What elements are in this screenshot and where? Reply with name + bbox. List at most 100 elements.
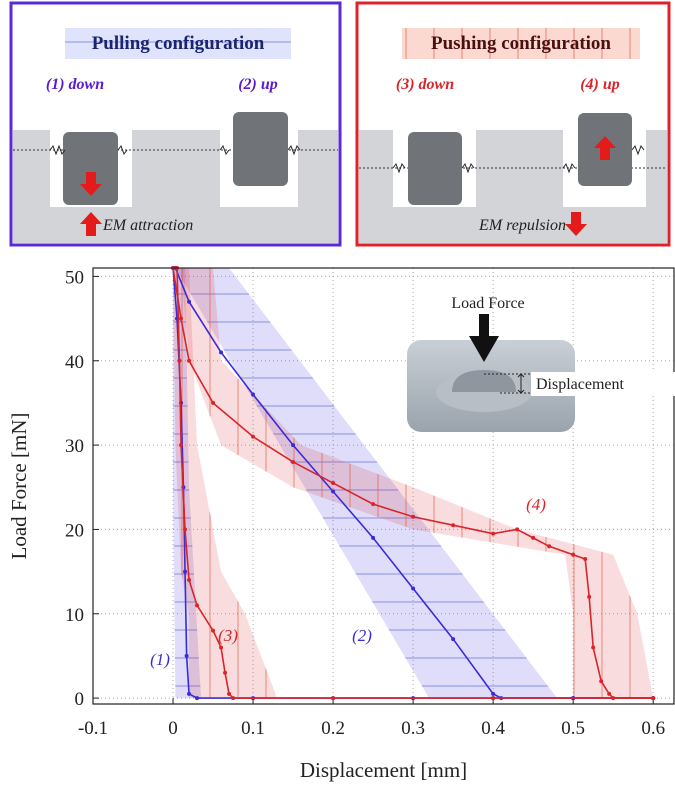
- point: [515, 527, 520, 532]
- y-axis-title: Load Force [mN]: [7, 413, 31, 560]
- band-hatch: [173, 268, 278, 699]
- state-label: (2) up: [238, 76, 278, 93]
- point: [219, 350, 224, 355]
- band-hatch: [181, 268, 654, 699]
- measure-arrow: [517, 373, 525, 394]
- arrow: [80, 212, 102, 236]
- series-label: (1): [150, 650, 170, 669]
- state-label: (3) down: [396, 76, 454, 93]
- point: [491, 691, 496, 696]
- point: [187, 299, 192, 304]
- spring: [392, 144, 645, 174]
- title-hatch: [402, 28, 640, 59]
- force-label: EM repulsion: [478, 217, 566, 234]
- point: [411, 514, 416, 519]
- y-tick-label: 50: [65, 267, 84, 288]
- x-axis-title: Displacement [mm]: [300, 758, 467, 782]
- point: [251, 392, 256, 397]
- label-bg: [531, 372, 675, 396]
- point: [219, 645, 224, 650]
- force-arrow: [469, 314, 499, 362]
- x-tick-label: 0.1: [241, 718, 265, 739]
- point: [195, 603, 200, 608]
- y-tick-label: 0: [75, 689, 85, 710]
- point: [599, 679, 604, 684]
- point: [184, 653, 189, 658]
- point: [371, 535, 376, 540]
- diagram: Pulling configuration (1) down (2) up EM…: [9, 1, 671, 247]
- point: [451, 637, 456, 642]
- inset-label: Load Force: [451, 295, 524, 312]
- y-tick-label: 40: [65, 352, 84, 373]
- series-label: (3): [218, 626, 238, 645]
- x-tick-label: 0: [168, 718, 178, 739]
- point: [583, 556, 588, 561]
- point: [371, 502, 376, 507]
- point: [571, 552, 576, 557]
- plot-frame: [92, 267, 675, 705]
- point: [211, 400, 216, 405]
- state-label: (4) up: [580, 76, 620, 93]
- point: [187, 578, 192, 583]
- y-tick-label: 20: [65, 520, 84, 541]
- x-tick-label: 0.5: [561, 718, 585, 739]
- panel-title: Pushing configuration: [431, 33, 611, 54]
- x-tick-label: 0.2: [321, 718, 345, 739]
- spring: [49, 144, 301, 156]
- point: [251, 434, 256, 439]
- series-label: (2): [352, 626, 372, 645]
- point: [187, 358, 192, 363]
- point: [607, 691, 612, 696]
- point: [211, 628, 216, 633]
- point: [183, 569, 188, 574]
- point: [183, 527, 188, 532]
- series-label: (4): [526, 495, 546, 514]
- point: [331, 489, 336, 494]
- point: [187, 691, 192, 696]
- arrow: [80, 172, 102, 196]
- point: [291, 443, 296, 448]
- point: [411, 586, 416, 591]
- x-tick-label: -0.1: [78, 718, 108, 739]
- block: [63, 132, 118, 205]
- point: [547, 544, 552, 549]
- x-tick-label: 0.4: [481, 718, 505, 739]
- point: [611, 696, 616, 701]
- panel-title: Pulling configuration: [92, 33, 265, 54]
- point: [179, 316, 184, 321]
- point: [531, 535, 536, 540]
- arrow: [594, 136, 616, 160]
- y-tick-label: 30: [65, 436, 84, 457]
- series-line: [172, 267, 654, 699]
- plot: 0 10 20 30 40 50 -0.1 0 0.1 0.2 0.3 0.4 0.5 0.6 Displa…: [7, 266, 675, 782]
- point: [331, 696, 336, 701]
- arrow: [565, 212, 587, 236]
- point: [331, 481, 336, 486]
- x-tick-label: 0.6: [641, 718, 665, 739]
- point: [195, 696, 200, 701]
- bump-top: [452, 370, 516, 392]
- point: [587, 594, 592, 599]
- point: [223, 670, 228, 675]
- y-tick-label: 10: [65, 605, 84, 626]
- point: [179, 443, 184, 448]
- slab: [359, 130, 667, 243]
- point: [491, 531, 496, 536]
- slab: [13, 130, 338, 243]
- force-label: EM attraction: [102, 217, 193, 234]
- state-label: (1) down: [46, 76, 104, 93]
- point: [451, 523, 456, 528]
- point: [177, 358, 182, 363]
- point: [231, 696, 236, 701]
- block: [233, 112, 288, 186]
- point: [651, 696, 656, 701]
- point: [291, 459, 296, 464]
- inset-label: Displacement: [536, 376, 625, 393]
- x-tick-label: 0.3: [401, 718, 425, 739]
- inset: Displacement Load Force: [407, 295, 675, 432]
- point: [491, 696, 496, 701]
- point: [227, 691, 232, 696]
- series-line: [176, 267, 654, 699]
- title-hatch: [65, 28, 291, 59]
